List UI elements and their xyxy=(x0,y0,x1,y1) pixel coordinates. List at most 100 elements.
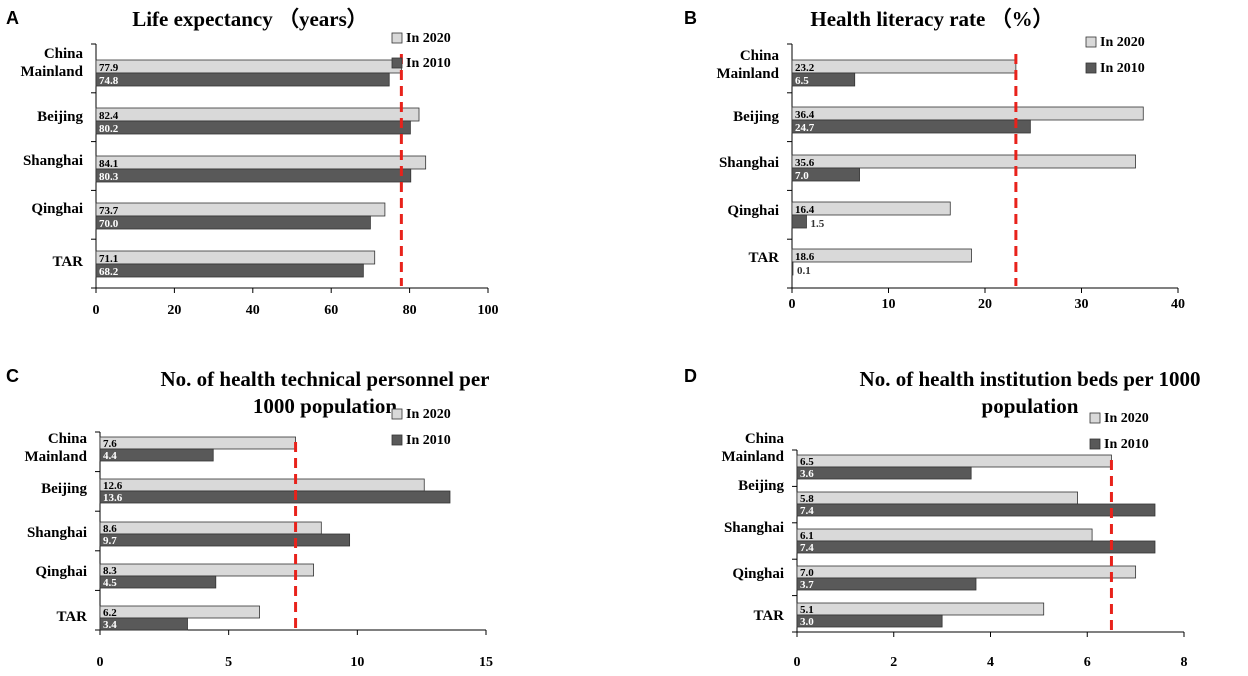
bar-2010 xyxy=(95,120,411,135)
x-tick-label: 10 xyxy=(882,297,896,312)
x-tick-label: 10 xyxy=(350,655,364,670)
category-label: TAR xyxy=(52,254,83,270)
panel-letter: A xyxy=(6,8,19,28)
chart-panel-c: C No. of health technical personnel per 10… xyxy=(6,366,493,670)
data-label-2010: 4.4 xyxy=(103,450,117,462)
data-label-2010: 1.5 xyxy=(810,218,824,230)
category-label: Beijing xyxy=(738,478,784,494)
bar-2010 xyxy=(99,617,188,631)
category-label: Shanghai xyxy=(27,525,87,541)
x-tick-label: 5 xyxy=(225,655,232,670)
category-label: China xyxy=(740,48,780,64)
data-label-2010: 7.4 xyxy=(800,542,814,554)
bar-2010 xyxy=(796,614,943,628)
bar-2020 xyxy=(95,202,386,217)
legend-label: In 2020 xyxy=(1100,35,1145,50)
bar-2020 xyxy=(796,565,1137,579)
bar-2020 xyxy=(791,154,1136,169)
x-tick-label: 20 xyxy=(978,297,992,312)
data-label-2010: 74.8 xyxy=(99,75,119,87)
data-label-2010: 13.6 xyxy=(103,492,123,504)
bar-2020 xyxy=(791,59,1017,74)
data-label-2020: 6.2 xyxy=(103,607,117,619)
data-label-2020: 36.4 xyxy=(795,109,815,121)
category-label: Mainland xyxy=(721,449,784,465)
panel-letter: D xyxy=(684,366,697,386)
category-label: Mainland xyxy=(20,64,83,80)
x-tick-label: 100 xyxy=(478,303,499,318)
bar-2020 xyxy=(796,454,1112,468)
legend-swatch xyxy=(1085,62,1097,74)
bar-2010 xyxy=(99,448,214,462)
bar-2020 xyxy=(99,563,314,577)
data-label-2010: 24.7 xyxy=(795,122,815,134)
bar-2020 xyxy=(95,107,420,122)
data-label-2020: 5.8 xyxy=(800,493,814,505)
panel-letter: C xyxy=(6,366,19,386)
legend-label: In 2010 xyxy=(1100,61,1145,76)
bar-2020 xyxy=(796,602,1045,616)
data-label-2010: 68.2 xyxy=(99,266,119,278)
bar-2020 xyxy=(99,478,425,492)
category-label: Beijing xyxy=(41,481,87,497)
bar-2010 xyxy=(95,168,412,183)
bar-2010 xyxy=(791,214,807,229)
category-label: TAR xyxy=(56,609,87,625)
legend-label: In 2010 xyxy=(406,433,451,448)
data-label-2020: 12.6 xyxy=(103,480,123,492)
chart-title: 1000 population xyxy=(253,394,397,418)
bar-2010 xyxy=(791,261,794,276)
legend-swatch xyxy=(1089,412,1101,424)
bar-2010 xyxy=(95,263,364,278)
x-tick-label: 20 xyxy=(167,303,181,318)
data-label-2010: 3.0 xyxy=(800,616,814,628)
data-label-2010: 80.2 xyxy=(99,123,119,135)
bar-2010 xyxy=(99,490,451,504)
category-label: Qinghai xyxy=(31,201,83,217)
bar-2020 xyxy=(791,201,951,216)
category-label: Beijing xyxy=(37,109,83,125)
bar-2020 xyxy=(99,521,322,535)
x-tick-label: 4 xyxy=(987,655,994,670)
data-label-2020: 8.3 xyxy=(103,565,117,577)
bar-2020 xyxy=(791,106,1144,121)
data-label-2020: 35.6 xyxy=(795,157,815,169)
bar-2010 xyxy=(796,466,972,480)
data-label-2010: 7.0 xyxy=(795,170,809,182)
data-label-2020: 7.0 xyxy=(800,567,814,579)
legend-swatch xyxy=(1085,36,1097,48)
chart-title: Life expectancy （years） xyxy=(132,7,368,31)
category-label: China xyxy=(745,431,785,447)
legend-label: In 2010 xyxy=(406,56,451,71)
bar-2020 xyxy=(95,59,402,74)
category-label: Qinghai xyxy=(727,203,779,219)
chart-title: Health literacy rate （%） xyxy=(810,7,1053,31)
legend-swatch xyxy=(391,32,403,44)
legend-label: In 2020 xyxy=(1104,411,1149,426)
bar-2020 xyxy=(95,155,427,170)
category-label: TAR xyxy=(748,250,779,266)
category-label: Beijing xyxy=(733,109,779,125)
bar-2020 xyxy=(99,605,260,619)
data-label-2020: 6.5 xyxy=(800,456,814,468)
data-label-2020: 18.6 xyxy=(795,251,815,263)
legend-label: In 2020 xyxy=(406,407,451,422)
category-label: Qinghai xyxy=(732,566,784,582)
data-label-2010: 9.7 xyxy=(103,535,117,547)
data-label-2020: 16.4 xyxy=(795,204,815,216)
bar-2010 xyxy=(791,72,856,87)
x-tick-label: 40 xyxy=(1171,297,1185,312)
data-label-2010: 4.5 xyxy=(103,577,117,589)
x-tick-label: 30 xyxy=(1075,297,1089,312)
bar-2010 xyxy=(796,503,1156,517)
chart-title: No. of health institution beds per 1000 xyxy=(860,367,1201,391)
data-label-2020: 84.1 xyxy=(99,158,118,170)
x-tick-label: 6 xyxy=(1084,655,1091,670)
legend-label: In 2010 xyxy=(1104,437,1149,452)
data-label-2010: 70.0 xyxy=(99,218,119,230)
bar-2020 xyxy=(796,491,1078,505)
chart-title: No. of health technical personnel per xyxy=(161,367,490,391)
bar-2010 xyxy=(99,575,217,589)
chart-title: population xyxy=(982,394,1079,418)
